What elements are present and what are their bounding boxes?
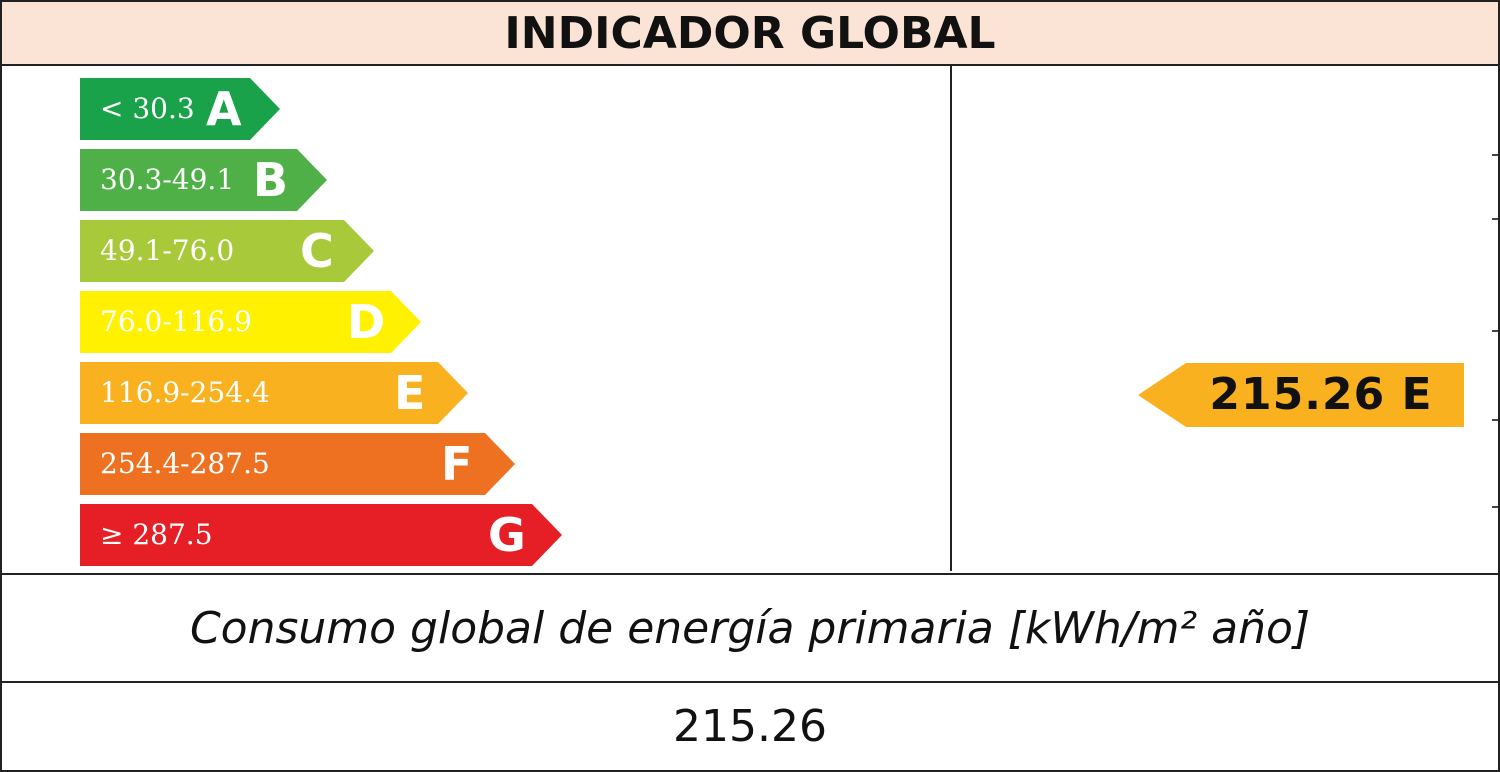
energy-band-shape xyxy=(80,78,280,140)
energy-band-letter: G xyxy=(488,508,526,562)
energy-band-shape xyxy=(80,362,468,424)
energy-band-range: ≥ 287.5 xyxy=(100,518,213,551)
energy-band-letter: D xyxy=(347,295,386,349)
energy-band-letter: A xyxy=(206,82,242,136)
rating-arrow: 215.26 E xyxy=(1138,363,1464,427)
energy-band-letter: B xyxy=(253,153,289,207)
energy-band-shape xyxy=(80,433,515,495)
rating-arrow-shape xyxy=(1138,363,1464,427)
energy-band-range: 116.9-254.4 xyxy=(100,376,270,409)
energy-band-arrow xyxy=(80,433,515,495)
energy-band-arrow xyxy=(80,504,562,566)
energy-band-shape xyxy=(80,291,421,353)
energy-band-b: 30.3-49.1 B xyxy=(80,149,327,211)
energy-band-f: 254.4-287.5 F xyxy=(80,433,515,495)
energy-band-range: 49.1-76.0 xyxy=(100,234,235,267)
table-title: INDICADOR GLOBAL xyxy=(2,2,1498,66)
energy-band-e: 116.9-254.4 E xyxy=(80,362,468,424)
rating-cell xyxy=(952,66,1498,571)
energy-band-arrow xyxy=(80,149,327,211)
energy-band-g: ≥ 287.5 G xyxy=(80,504,562,566)
metric-value: 215.26 xyxy=(673,701,827,752)
energy-band-range: 76.0-116.9 xyxy=(100,305,252,338)
energy-band-letter: C xyxy=(300,224,334,278)
energy-band-shape xyxy=(80,504,562,566)
energy-band-a: < 30.3 A xyxy=(80,78,280,140)
energy-scale-cell: < 30.3 A 30.3-49.1 B 49.1-76.0 C 76.0-116.9 D 11… xyxy=(2,66,952,571)
rating-value: 215.26 E xyxy=(1209,369,1433,420)
energy-band-c: 49.1-76.0 C xyxy=(80,220,374,282)
energy-band-range: < 30.3 xyxy=(100,92,195,125)
energy-band-arrow xyxy=(80,78,280,140)
energy-band-arrow xyxy=(80,291,421,353)
energy-band-letter: F xyxy=(441,437,473,491)
energy-band-range: 30.3-49.1 xyxy=(100,163,235,196)
energy-band-shape xyxy=(80,220,374,282)
energy-band-letter: E xyxy=(394,366,426,420)
energy-band-range: 254.4-287.5 xyxy=(100,447,270,480)
metric-label: Consumo global de energía primaria [kWh/… xyxy=(2,573,1498,683)
energy-band-arrow xyxy=(80,362,468,424)
energy-band-arrow xyxy=(80,220,374,282)
energy-band-shape xyxy=(80,149,327,211)
energy-band-d: 76.0-116.9 D xyxy=(80,291,421,353)
